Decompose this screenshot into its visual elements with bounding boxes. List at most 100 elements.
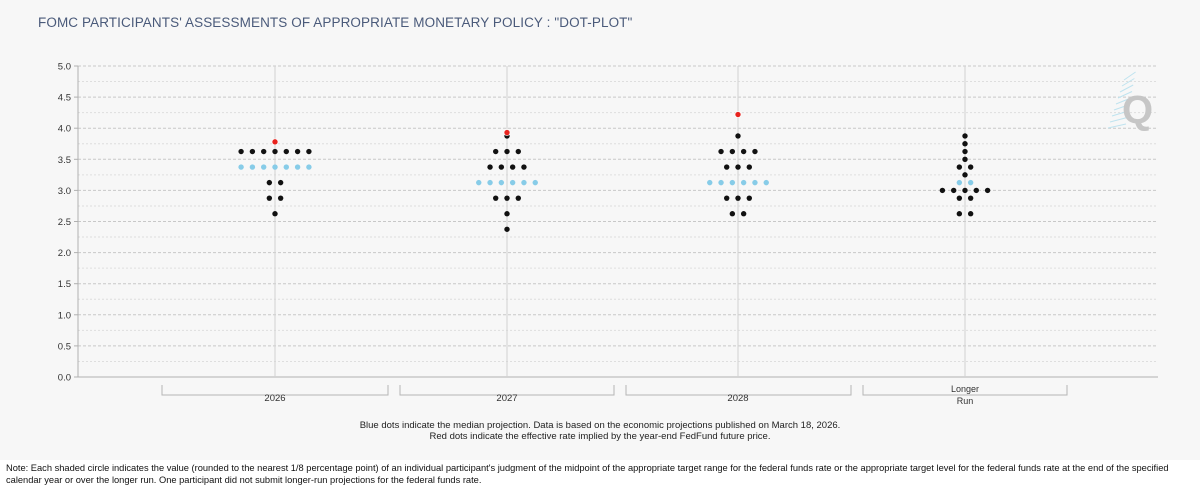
logo-stripe (1119, 84, 1134, 93)
participant-dot (735, 133, 741, 139)
participant-dot (498, 164, 505, 170)
x-category-bracket (862, 385, 1068, 396)
participant-dot (272, 148, 278, 155)
participant-dot (249, 148, 256, 155)
median-dot (261, 164, 267, 170)
participant-dot (294, 148, 301, 155)
participant-dot (277, 179, 284, 186)
participant-dot (504, 226, 510, 232)
participant-dot (740, 211, 747, 217)
participant-dot (956, 195, 963, 201)
participant-dot (735, 164, 741, 170)
participant-dot (973, 187, 979, 194)
logo-letter: Q (1122, 88, 1153, 132)
logo-stripe (1121, 78, 1135, 87)
median-dot (476, 179, 482, 186)
y-tick-label: 2.0 (58, 248, 71, 259)
participant-dot (521, 164, 527, 170)
market-implied-dot (734, 111, 742, 118)
y-tick-label: 0.0 (58, 373, 71, 384)
footnote: Note: Each shaded circle indicates the v… (6, 463, 1169, 485)
participant-dot (509, 164, 516, 170)
participant-dot (962, 148, 968, 155)
participant-dot (266, 195, 273, 201)
caption-market-line: Red dots indicate the effective rate imp… (429, 431, 771, 442)
y-tick-label: 0.5 (58, 341, 71, 352)
participant-dot (306, 148, 312, 155)
market-implied-dot (271, 138, 279, 146)
participant-dot (956, 211, 963, 217)
participant-dot (956, 164, 963, 170)
x-category-label: Longer (951, 384, 979, 394)
participant-dot (266, 179, 273, 186)
logo-stripe (1109, 117, 1128, 123)
y-tick-label: 4.5 (58, 93, 71, 104)
logo-stripe (1107, 123, 1127, 129)
logo-stripe (1117, 91, 1133, 99)
y-tick-label: 1.0 (58, 310, 71, 321)
participant-dot (493, 148, 499, 155)
logo-stripe (1113, 104, 1130, 111)
median-dot (718, 179, 724, 186)
participant-dot (962, 156, 968, 162)
participant-dot (962, 187, 968, 194)
participant-dot (951, 187, 957, 194)
median-dot (532, 179, 538, 186)
median-dot (509, 179, 516, 186)
participant-dot (752, 148, 758, 155)
participant-dot (283, 148, 289, 155)
median-dot (967, 179, 974, 186)
median-dot (238, 164, 244, 170)
logo-stripe (1115, 97, 1131, 105)
participant-dot (735, 195, 741, 201)
median-dot (521, 179, 527, 186)
participant-dot (967, 195, 974, 201)
median-dot (487, 179, 493, 186)
median-dot (752, 179, 758, 186)
median-dot (707, 179, 713, 186)
logo-stripe (1123, 71, 1136, 81)
participant-dot (967, 211, 974, 217)
median-dot (283, 164, 289, 170)
participant-dot (277, 195, 284, 201)
participant-dot (962, 133, 968, 139)
caption-median-line: Blue dots indicate the median projection… (359, 420, 841, 431)
participant-dot (740, 148, 747, 155)
median-dot (272, 164, 278, 170)
participant-dot (515, 148, 521, 155)
chart-title: FOMC PARTICIPANTS' ASSESSMENTS OF APPROP… (38, 15, 633, 30)
median-dot (498, 179, 505, 186)
median-dot (306, 164, 312, 170)
participant-dot (939, 187, 946, 194)
participant-dot (967, 164, 974, 170)
participant-dot (504, 148, 510, 155)
participant-dot (729, 148, 736, 155)
x-category-bracket (399, 385, 615, 396)
y-tick-label: 3.5 (58, 155, 71, 166)
chart-panel: FOMC PARTICIPANTS' ASSESSMENTS OF APPROP… (38, 15, 1158, 442)
participant-dot (261, 148, 267, 155)
dot-plot-chart: 0.0 0.5 1.0 1.5 2.0 2.5 3.0 3.5 4.0 4.5 5.0 Q 2026 20… (58, 62, 1158, 406)
participant-dot (272, 211, 278, 217)
participant-dot (487, 164, 493, 170)
participant-dot (724, 195, 730, 201)
y-tick-label: 3.0 (58, 186, 71, 197)
median-dot (729, 179, 736, 186)
participant-dot (729, 211, 736, 217)
x-category-label: 2027 (496, 393, 517, 404)
participant-dot (962, 141, 968, 147)
participant-dot (984, 187, 991, 194)
participant-dot (962, 172, 968, 178)
participant-dot (515, 195, 521, 201)
x-category-bracket (161, 385, 389, 396)
y-tick-label: 4.0 (58, 124, 71, 135)
participant-dot (493, 195, 499, 201)
y-tick-label: 2.5 (58, 217, 71, 228)
logo-stripe (1111, 110, 1129, 117)
participant-dot (746, 195, 752, 201)
x-category-label: 2026 (264, 393, 285, 404)
median-dot (249, 164, 256, 170)
market-implied-dot (503, 129, 511, 136)
participant-dot (504, 195, 510, 201)
median-dot (294, 164, 301, 170)
